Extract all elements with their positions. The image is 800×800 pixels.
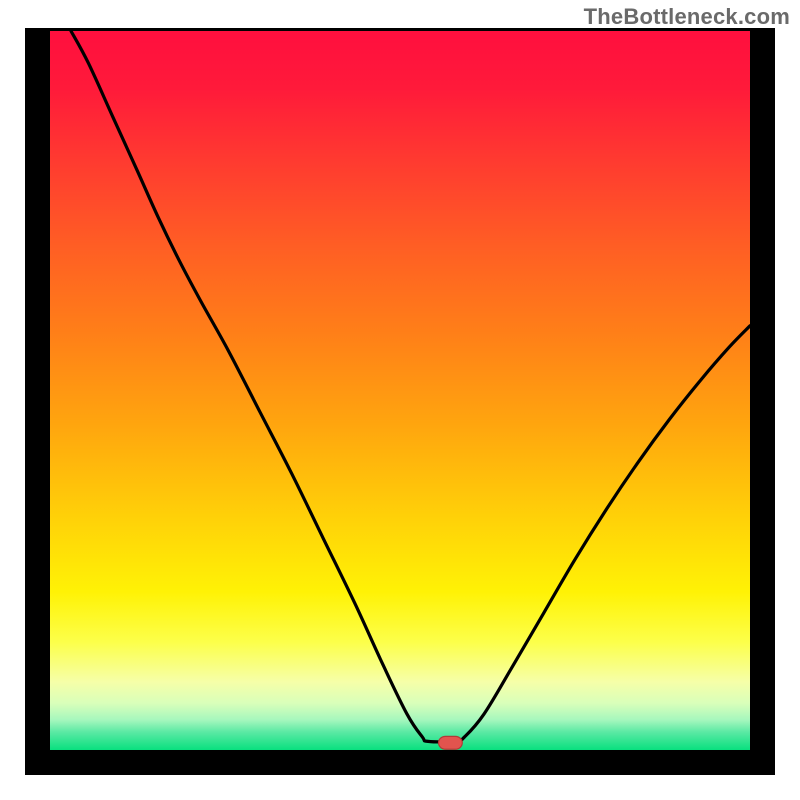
optimum-marker xyxy=(0,0,800,800)
watermark-text: TheBottleneck.com xyxy=(584,4,790,30)
chart-stage: TheBottleneck.com xyxy=(0,0,800,800)
